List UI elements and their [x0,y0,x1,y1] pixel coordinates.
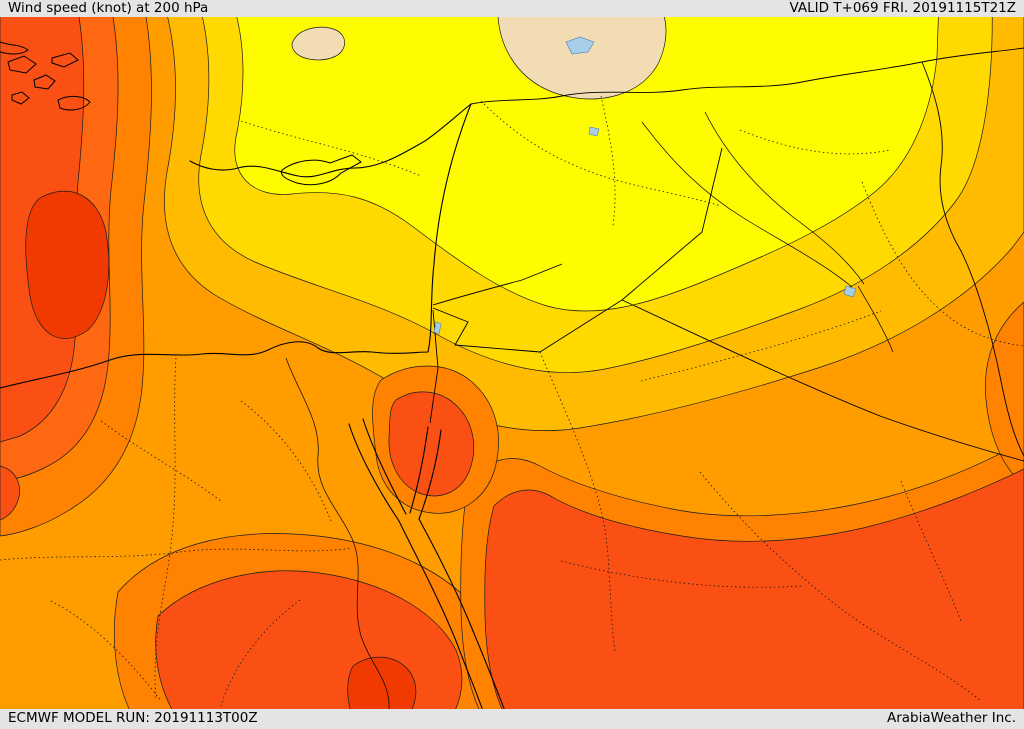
country-borders [429,47,1024,462]
syria-jordan-border [432,263,563,306]
dashed-line [600,95,616,227]
band-red-bottom-right [484,468,1024,729]
dashed-line [154,357,177,701]
iraq-saudi-border [621,299,1024,462]
shatt-al-arab-river [857,285,894,353]
aegean-island [11,91,30,105]
lakes [433,36,857,335]
coastlines [0,41,513,729]
red-sea-east-shore [418,518,513,729]
credit-label: ArabiaWeather Inc. [886,710,1016,727]
dashed-line [240,400,332,522]
band-red-center-tongue [388,391,475,497]
header-bar: Wind speed (knot) at 200 hPa VALID T+069… [0,0,1024,17]
mediterranean-levant-coastline [0,103,472,389]
gulf-of-suez-west-shore [348,423,400,522]
iraq-lake [843,285,857,298]
gulf-of-aqaba-west-shore [409,426,429,514]
turkish-lake [565,36,595,55]
aegean-island [51,52,79,68]
band-dark-red-core-left [25,190,110,339]
valid-time: VALID T+069 FRI. 20191115T21Z [789,0,1016,16]
aegean-island [7,55,37,74]
band-red-left-small [0,465,20,521]
red-sea-west-shore [398,520,490,729]
dashed-line [240,120,422,177]
gulf-of-aqaba-east-shore [418,429,442,520]
dashed-line [699,471,982,702]
euphrates-river [641,121,853,288]
tigris-river [704,111,865,285]
gulf-of-suez-east-shore [362,418,407,515]
dashed-line [900,480,962,622]
dashed-line [560,560,802,588]
crete-island [57,95,91,111]
dashed-line [739,129,891,155]
dashed-borders [0,95,1024,711]
band-deep-orange-right-sliver [985,301,1024,487]
band-cream-small [291,26,345,61]
band-yellow [231,0,940,312]
map-title: Wind speed (knot) at 200 hPa [8,0,209,16]
nile-river [285,357,392,729]
model-run-label: ECMWF MODEL RUN: 20191113T00Z [8,710,258,727]
band-cream-large [497,15,667,100]
turkey-south-coastline [189,103,472,178]
dashed-line [640,310,882,382]
jordan-saudi-iraq-border [432,147,723,353]
coast-fragment [0,41,29,55]
small-lake [588,126,600,137]
cyprus-island [280,154,362,186]
dead-sea [433,321,442,335]
iran-iraq-border [921,61,1024,457]
aegean-island [33,74,56,90]
dashed-line [0,547,353,561]
turkey-syria-border [470,47,1024,105]
footer-bar: ECMWF MODEL RUN: 20191113T00Z ArabiaWeat… [0,709,1024,729]
